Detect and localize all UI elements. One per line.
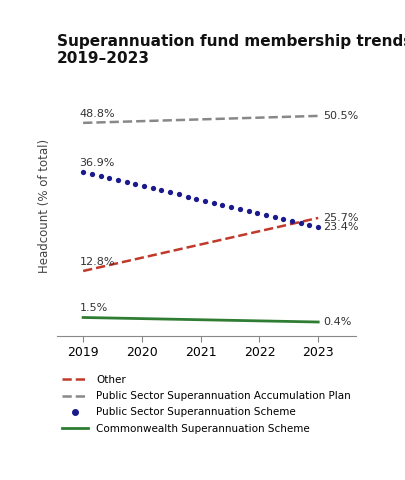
Text: 50.5%: 50.5% xyxy=(323,111,358,121)
Text: 0.4%: 0.4% xyxy=(323,317,351,327)
Text: 23.4%: 23.4% xyxy=(323,222,358,232)
Text: Superannuation fund membership trends
2019–2023: Superannuation fund membership trends 20… xyxy=(57,34,405,66)
Text: 48.8%: 48.8% xyxy=(80,109,115,119)
Legend: Other, Public Sector Superannuation Accumulation Plan, Public Sector Superannuat: Other, Public Sector Superannuation Accu… xyxy=(62,375,351,433)
Y-axis label: Headcount (% of total): Headcount (% of total) xyxy=(38,139,51,274)
Text: 1.5%: 1.5% xyxy=(80,303,108,313)
Text: 12.8%: 12.8% xyxy=(80,257,115,267)
Text: 36.9%: 36.9% xyxy=(80,158,115,168)
Text: 25.7%: 25.7% xyxy=(323,213,358,223)
